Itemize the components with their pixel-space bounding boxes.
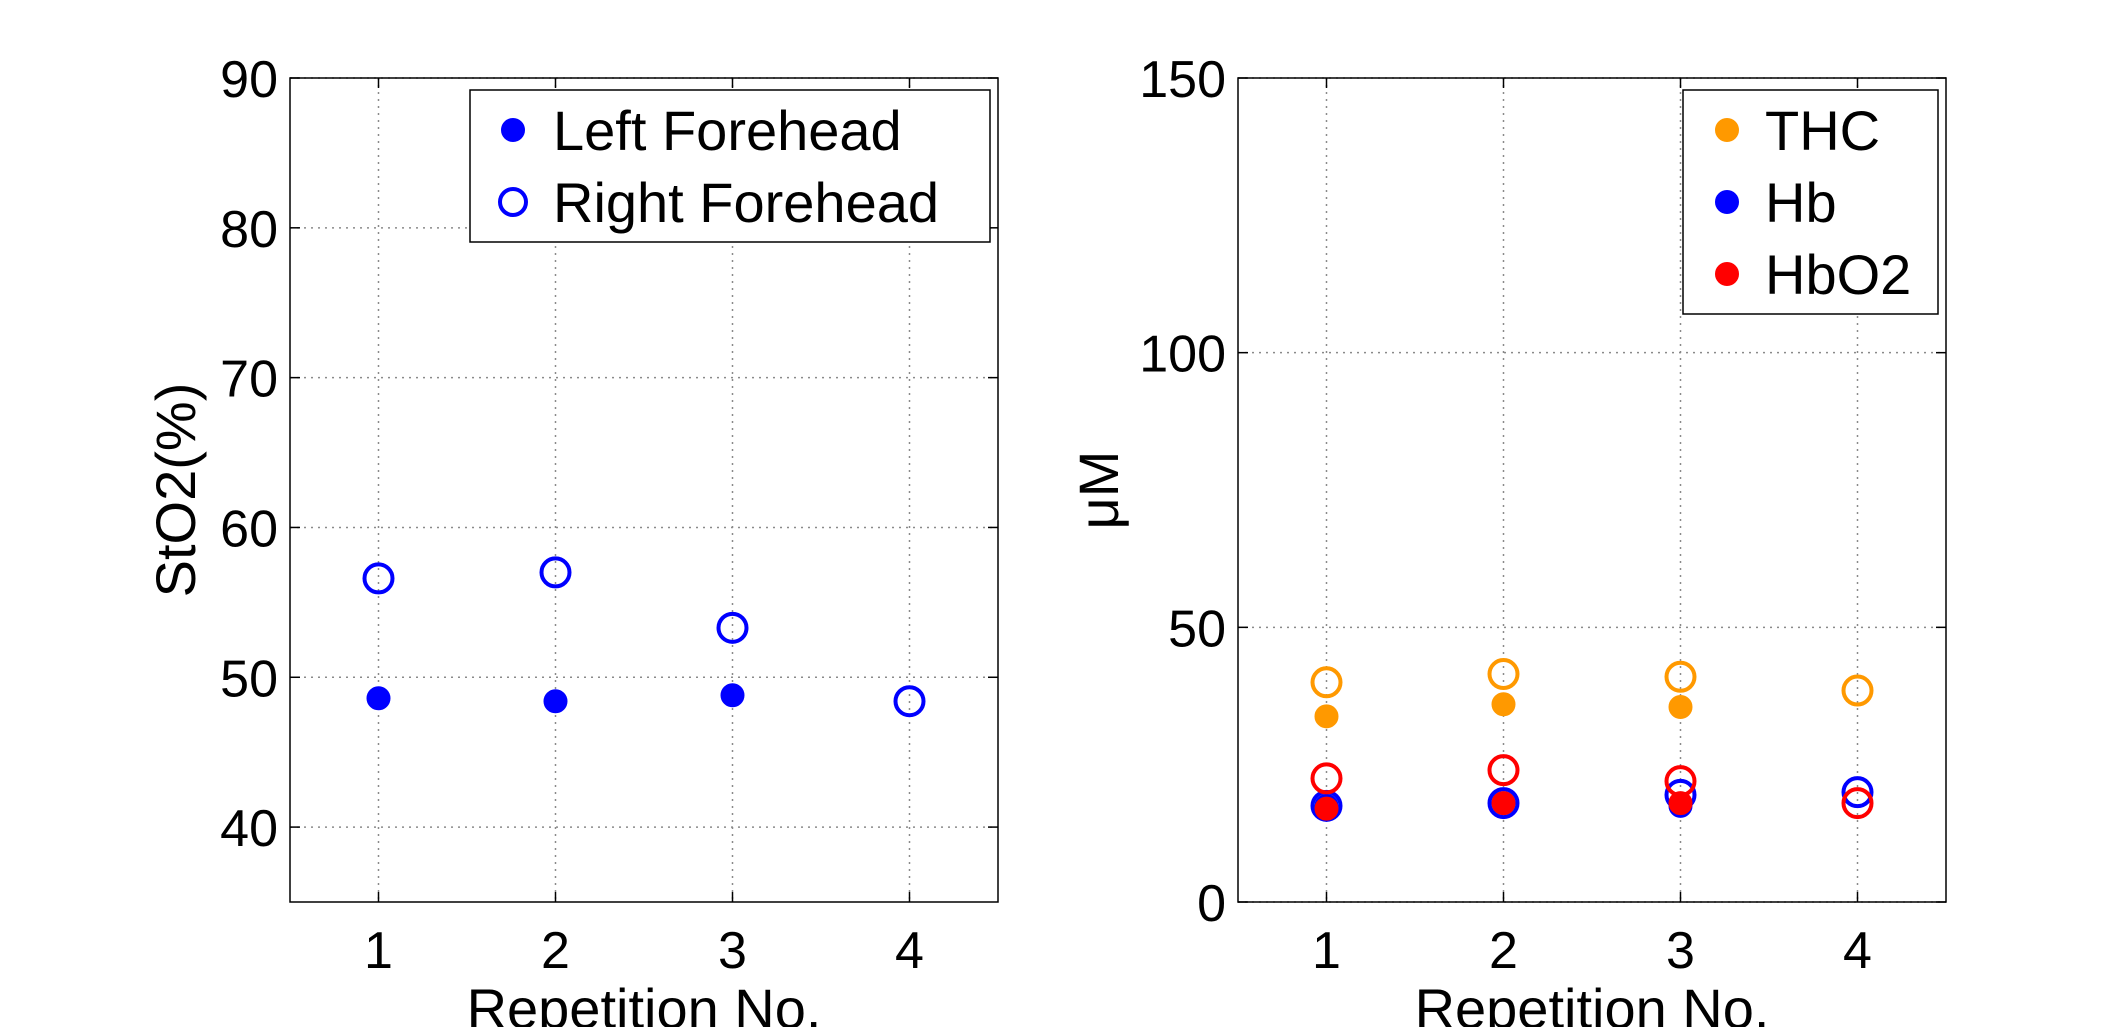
x-tick-label: 4 bbox=[1843, 922, 1872, 980]
x-tick-label: 3 bbox=[718, 922, 747, 980]
x-axis-label: Repetition No. bbox=[1415, 977, 1770, 1027]
x-tick-label: 2 bbox=[541, 922, 570, 980]
x-tick-label: 1 bbox=[1312, 922, 1341, 980]
data-point bbox=[1491, 791, 1516, 816]
data-point bbox=[362, 562, 395, 595]
x-axis-label: Repetition No. bbox=[467, 977, 822, 1027]
legend-marker bbox=[501, 118, 525, 142]
y-tick-label: 80 bbox=[220, 201, 278, 259]
legend: Left Forehead Right Forehead bbox=[469, 89, 991, 243]
y-tick-label: 0 bbox=[1197, 875, 1226, 933]
data-point bbox=[1314, 796, 1339, 821]
legend-box bbox=[469, 89, 991, 243]
axes-frame bbox=[1237, 77, 1947, 903]
y-tick-label: 150 bbox=[1139, 51, 1226, 109]
series-hbo2 bbox=[1314, 791, 1693, 821]
data-point bbox=[539, 556, 572, 589]
data-point bbox=[1310, 666, 1343, 699]
series-thc bbox=[1310, 658, 1874, 707]
data-point bbox=[1487, 787, 1520, 820]
data-point bbox=[1664, 765, 1697, 798]
chart-1: 1 2 3 4 40 50 60 70 80 90 Repetition No. StO2(%) Lef… bbox=[144, 51, 999, 1032]
axes-frame bbox=[289, 77, 999, 903]
legend: THC Hb HbO2 bbox=[1682, 89, 1939, 315]
data-point bbox=[1841, 674, 1874, 707]
data-point bbox=[1841, 787, 1874, 820]
data-point bbox=[366, 686, 391, 711]
legend-marker bbox=[498, 187, 528, 217]
legend-label: HbO2 bbox=[1765, 243, 1911, 306]
data-point bbox=[1310, 762, 1343, 795]
data-point bbox=[720, 683, 745, 708]
legend-marker bbox=[1715, 190, 1739, 214]
x-tick-label: 1 bbox=[364, 922, 393, 980]
data-point bbox=[1664, 660, 1697, 693]
y-tick-label: 100 bbox=[1139, 326, 1226, 384]
x-tick-label: 4 bbox=[895, 922, 924, 980]
legend-label: Hb bbox=[1765, 171, 1837, 234]
y-axis-label: μM bbox=[1067, 451, 1130, 530]
x-tick-label: 2 bbox=[1489, 922, 1518, 980]
series-hbo2 bbox=[1310, 754, 1874, 820]
data-point bbox=[543, 689, 568, 714]
legend-label: Right Forehead bbox=[553, 171, 939, 234]
y-axis-label: StO2(%) bbox=[144, 383, 207, 598]
legend-marker bbox=[1715, 118, 1739, 142]
legend-label: Left Forehead bbox=[553, 99, 902, 162]
chart-2: 1 2 3 4 0 50 100 150 Repetition No. μM THC Hb HbO2 bbox=[1067, 51, 1947, 1032]
y-tick-label: 50 bbox=[220, 650, 278, 708]
data-point bbox=[1314, 704, 1339, 729]
series-left-forehead bbox=[366, 683, 745, 714]
data-point bbox=[893, 685, 926, 718]
y-tick-label: 50 bbox=[1168, 600, 1226, 658]
data-point bbox=[1668, 694, 1693, 719]
y-tick-label: 60 bbox=[220, 500, 278, 558]
y-tick-label: 40 bbox=[220, 800, 278, 858]
x-tick-label: 3 bbox=[1666, 922, 1695, 980]
data-point bbox=[716, 611, 749, 644]
y-tick-label: 70 bbox=[220, 351, 278, 409]
data-point bbox=[1841, 776, 1874, 809]
series-right-forehead bbox=[362, 556, 926, 718]
data-point bbox=[1668, 791, 1693, 816]
data-point bbox=[1487, 754, 1520, 787]
legend-marker bbox=[1715, 262, 1739, 286]
y-tick-label: 90 bbox=[220, 51, 278, 109]
data-point bbox=[1487, 658, 1520, 691]
data-point bbox=[1491, 692, 1516, 717]
legend-label: THC bbox=[1765, 99, 1880, 162]
series-thc bbox=[1314, 692, 1693, 729]
